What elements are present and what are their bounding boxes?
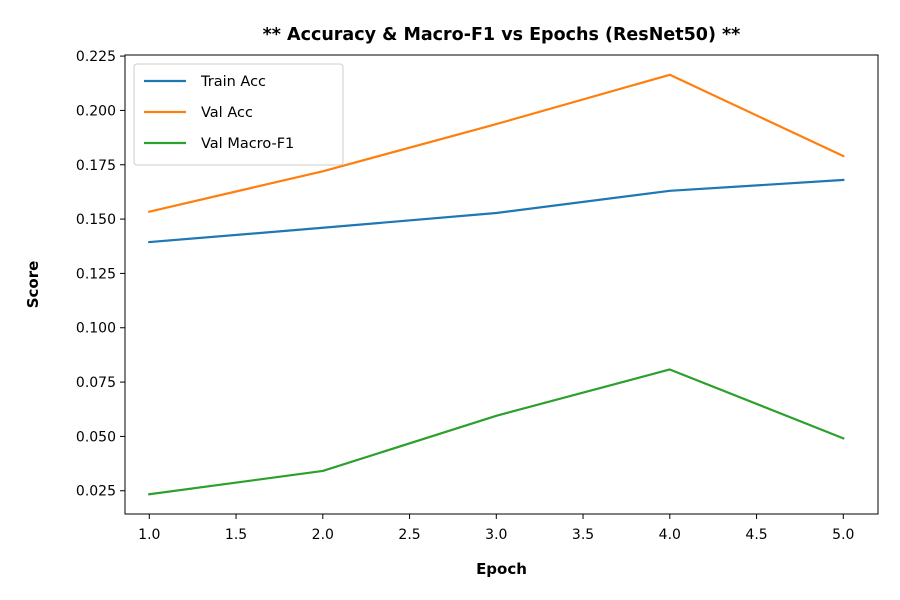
legend-label: Val Macro-F1: [201, 136, 294, 152]
series-line-train-acc: [148, 178, 845, 244]
legend-label: Val Acc: [201, 105, 253, 121]
series-line-val-macro-f1: [148, 368, 845, 496]
y-tick-label: 0.100: [76, 321, 116, 337]
x-tick-label: 2.5: [398, 527, 420, 543]
y-tick-label: 0.075: [76, 375, 116, 391]
x-tick-label: 4.5: [745, 527, 767, 543]
x-tick-label: 2.0: [312, 527, 334, 543]
y-tick-label: 0.225: [76, 49, 116, 65]
legend-label: Train Acc: [200, 74, 266, 90]
chart-title: ** Accuracy & Macro-F1 vs Epochs (ResNet…: [263, 25, 741, 45]
x-tick-label: 5.0: [832, 527, 854, 543]
x-axis: 1.0 1.5 2.0 2.5 3.0 3.5 4.0 4.5 5.0: [138, 514, 854, 543]
x-tick-label: 4.0: [659, 527, 681, 543]
series-line-val-acc: [147, 73, 845, 214]
y-axis-title: Score: [24, 261, 42, 309]
x-axis-title: Epoch: [476, 560, 527, 578]
y-axis: 0.025 0.050 0.075 0.100 0.125 0.150 0.175 0.200…: [76, 49, 125, 500]
y-tick-label: 0.175: [76, 158, 116, 174]
legend: Train Acc Val Acc Val Macro-F1: [133, 63, 344, 166]
x-tick-label: 3.5: [572, 527, 594, 543]
y-tick-label: 0.125: [76, 266, 116, 282]
y-tick-label: 0.150: [76, 212, 116, 228]
y-tick-label: 0.025: [76, 484, 116, 500]
x-tick-label: 1.0: [138, 527, 160, 543]
plot-frame: [124, 54, 879, 515]
y-tick-label: 0.050: [76, 429, 116, 445]
x-tick-label: 3.0: [485, 527, 507, 543]
y-tick-label: 0.200: [76, 103, 116, 119]
legend-box: [133, 63, 344, 166]
x-tick-label: 1.5: [225, 527, 247, 543]
series-layer: [147, 73, 845, 496]
